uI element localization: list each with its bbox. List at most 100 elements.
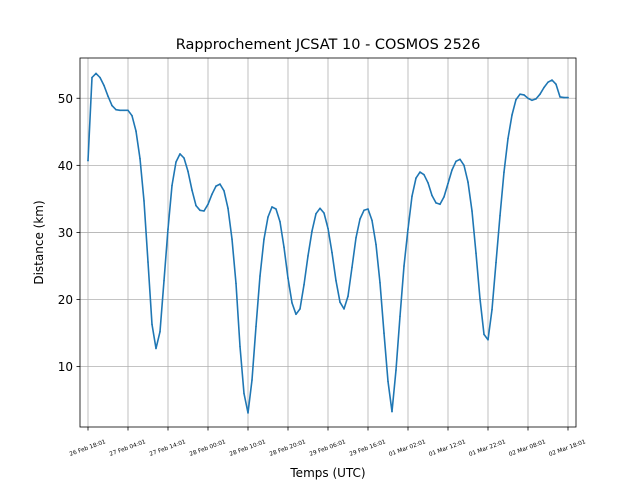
data-point [151, 323, 153, 326]
data-point [95, 72, 97, 75]
data-point [283, 246, 285, 248]
data-point [523, 94, 525, 96]
data-point [543, 86, 545, 89]
data-point [491, 308, 493, 311]
data-point [327, 227, 329, 230]
data-point [355, 237, 357, 239]
data-point [191, 189, 193, 191]
data-point [551, 79, 553, 81]
data-point [163, 279, 165, 282]
y-tick-label: 30 [58, 226, 73, 240]
data-point [263, 238, 265, 240]
data-point [463, 164, 465, 167]
data-point [567, 96, 569, 99]
data-point [203, 210, 205, 212]
data-point [115, 108, 117, 111]
data-point [383, 332, 385, 334]
data-point [435, 202, 437, 204]
data-point [259, 275, 261, 277]
data-point [211, 193, 213, 195]
data-point [171, 184, 173, 187]
data-point [407, 228, 409, 230]
data-point [179, 153, 181, 155]
data-point [111, 104, 113, 107]
data-point [539, 93, 541, 95]
data-point [183, 157, 185, 159]
data-point [415, 177, 417, 179]
data-point [527, 97, 529, 100]
data-point [379, 282, 381, 284]
data-point [563, 96, 565, 99]
data-point [251, 379, 253, 381]
data-point [467, 181, 469, 183]
data-point [427, 182, 429, 184]
data-point [175, 161, 177, 163]
data-point [103, 84, 105, 87]
data-point [391, 410, 393, 413]
data-point [471, 210, 473, 212]
data-point [323, 212, 325, 214]
data-point [159, 330, 161, 333]
chart-title: Rapprochement JCSAT 10 - COSMOS 2526 [176, 37, 481, 53]
data-point [371, 219, 373, 222]
data-point [215, 185, 217, 187]
data-point [499, 214, 501, 217]
data-point [555, 83, 557, 85]
data-point [387, 380, 389, 383]
data-point [495, 261, 497, 264]
data-point [311, 230, 313, 232]
data-point [275, 208, 277, 210]
data-point [395, 369, 397, 371]
data-point [447, 182, 449, 185]
data-point [515, 98, 517, 101]
data-point [335, 279, 337, 282]
data-point [207, 203, 209, 206]
data-point [139, 157, 141, 160]
data-point [195, 204, 197, 207]
data-point [303, 284, 305, 286]
data-point [431, 194, 433, 197]
data-point [187, 170, 189, 173]
data-point [519, 93, 521, 95]
data-point [227, 207, 229, 210]
data-point [531, 99, 533, 102]
data-point [223, 190, 225, 192]
data-point [119, 109, 121, 112]
grid-lines [80, 58, 576, 427]
data-point [343, 308, 345, 310]
data-point [339, 301, 341, 304]
data-point [255, 325, 257, 328]
data-point [511, 114, 513, 116]
data-point [535, 98, 537, 100]
data-point [247, 412, 249, 414]
data-point [359, 218, 361, 220]
data-point [315, 212, 317, 215]
data-point [131, 114, 133, 117]
data-point [479, 298, 481, 300]
y-tick-label: 20 [58, 293, 73, 307]
y-axis-label: Distance (km) [32, 200, 46, 284]
data-point [507, 137, 509, 140]
data-point [267, 216, 269, 218]
data-point [167, 228, 169, 230]
data-point [547, 81, 549, 83]
data-point [419, 171, 421, 173]
y-tick-label: 50 [58, 92, 73, 106]
data-point [503, 171, 505, 173]
data-point [411, 195, 413, 197]
data-point [399, 315, 401, 318]
data-point [487, 339, 489, 341]
y-tick-label: 40 [58, 159, 73, 173]
data-point [147, 261, 149, 263]
data-point [239, 345, 241, 348]
data-point [299, 308, 301, 310]
data-point [559, 96, 561, 98]
data-point [123, 109, 125, 112]
data-point [199, 209, 201, 212]
data-point [423, 173, 425, 176]
data-point [107, 95, 109, 97]
data-point [143, 200, 145, 202]
data-point [231, 238, 233, 240]
data-point [87, 159, 89, 162]
